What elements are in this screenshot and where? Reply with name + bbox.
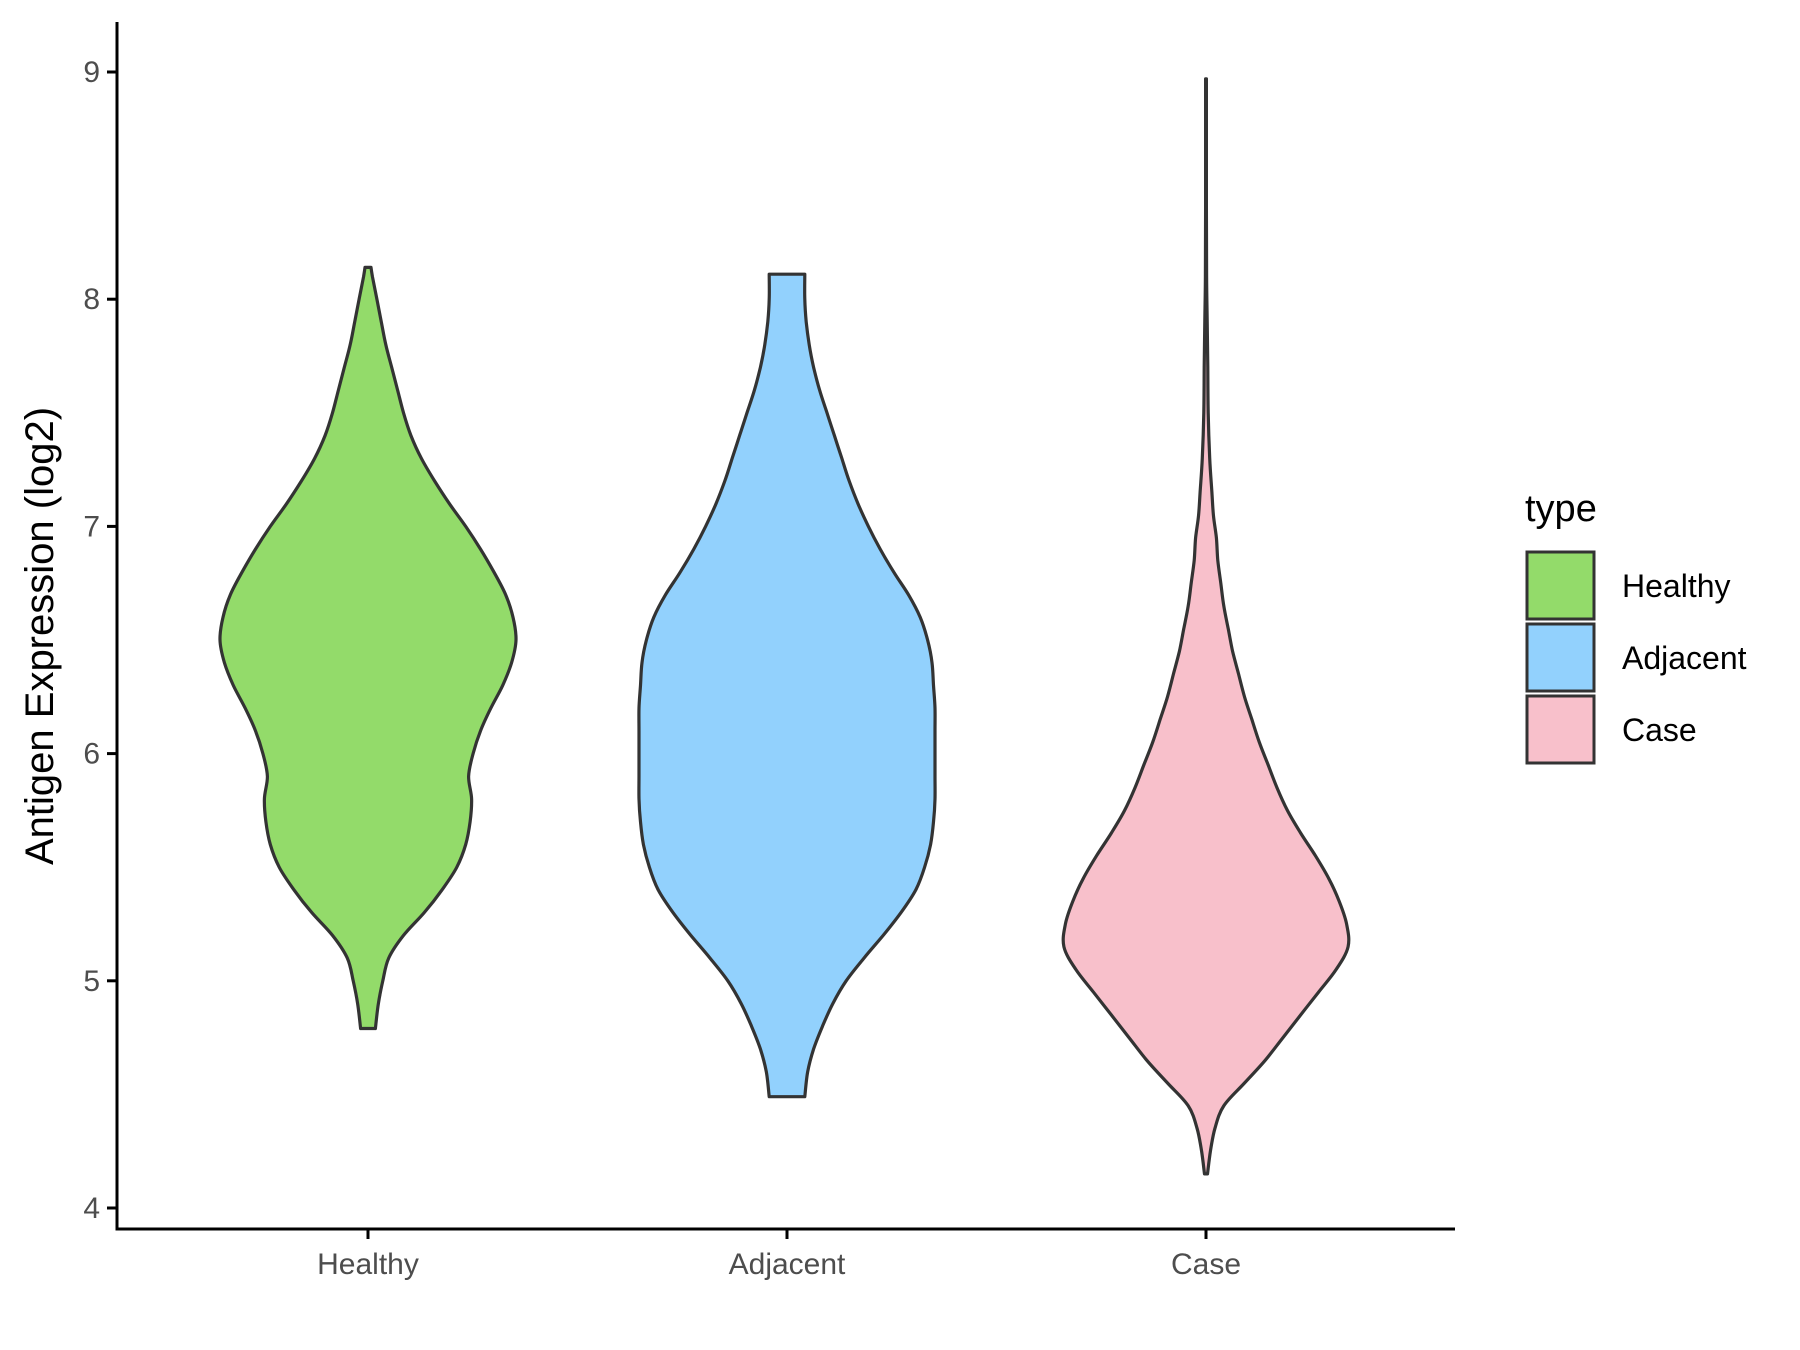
legend-items: Healthy Adjacent Case [1525, 550, 1747, 765]
x-axis-ticks: Healthy Adjacent Case [317, 1229, 1241, 1281]
y-axis-title: Antigen Expression (log2) [18, 407, 62, 865]
x-tick-label: Healthy [317, 1248, 419, 1281]
legend-title: type [1525, 488, 1597, 530]
y-axis-ticks: 4 5 6 7 8 9 [83, 56, 117, 1225]
y-tick-label: 4 [83, 1192, 100, 1225]
legend: type Healthy Adjacent Case [1525, 488, 1747, 765]
violin-healthy [218, 265, 518, 1031]
legend-key-adjacent [1525, 622, 1596, 693]
violin-adjacent [637, 272, 937, 1099]
x-tick-label: Case [1171, 1248, 1241, 1281]
violins-layer [218, 77, 1351, 1176]
legend-key-healthy [1525, 550, 1596, 621]
x-tick-label: Adjacent [729, 1248, 846, 1281]
y-tick-label: 7 [83, 510, 100, 543]
legend-label-healthy: Healthy [1622, 568, 1731, 604]
y-tick-label: 5 [83, 965, 100, 998]
y-tick-label: 9 [83, 56, 100, 89]
legend-label-case: Case [1622, 712, 1697, 748]
legend-key-case [1525, 694, 1596, 765]
y-tick-label: 6 [83, 738, 100, 771]
violin-case [1061, 77, 1351, 1176]
legend-label-adjacent: Adjacent [1622, 640, 1747, 676]
y-tick-label: 8 [83, 283, 100, 316]
